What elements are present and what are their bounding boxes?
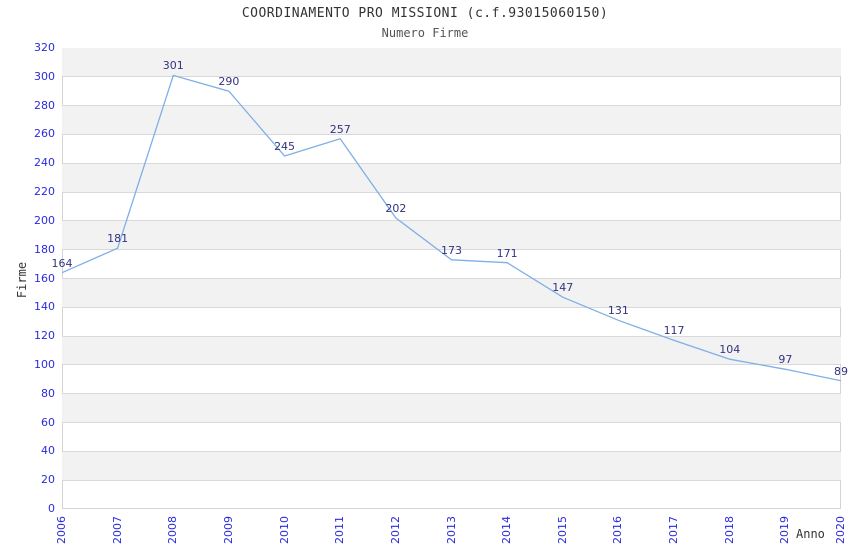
gridline [62,162,841,164]
gridline [62,306,841,308]
x-tick-text: 2007 [110,516,124,544]
gridline [62,105,841,107]
x-tick-label: 2019 [768,513,802,547]
x-tick-label: 2007 [101,513,135,547]
x-tick-label: 2020 [824,513,850,547]
x-tick-text: 2019 [778,516,792,544]
y-tick-label: 0 [48,502,55,515]
y-tick-label: 80 [41,386,55,400]
x-tick-text: 2011 [333,516,347,544]
chart-subtitle: Numero Firme [381,26,469,40]
x-tick-text: 2015 [555,516,569,544]
y-tick-label: 160 [34,271,55,285]
data-label: 181 [107,232,129,246]
gridline [62,249,841,251]
x-tick-label: 2014 [490,513,524,547]
gridline [62,393,841,395]
x-tick-text: 2014 [500,516,514,544]
series-path [62,74,841,382]
plot-band [62,105,841,135]
x-tick-text: 2012 [388,516,402,544]
y-tick-label: 20 [41,473,55,487]
x-tick-label: 2017 [657,513,691,547]
data-label: 202 [385,201,407,215]
data-label: 290 [218,75,240,89]
x-tick-text: 2006 [55,516,68,544]
gridline [62,191,841,193]
x-tick-label: 2013 [435,513,469,547]
line-series [62,74,841,382]
data-label: 173 [441,243,462,257]
data-label: 147 [552,281,574,295]
y-tick-label: 320 [34,41,55,54]
data-label: 257 [329,122,351,136]
x-tick-text: 2008 [166,516,180,544]
gridline [62,422,841,424]
gridline [62,220,841,222]
plot-band [62,278,841,308]
y-tick-label: 40 [41,444,55,458]
gridline [62,364,841,366]
x-tick-text: 2018 [722,516,736,544]
y-tick-label: 260 [34,127,55,141]
y-tick-label: 120 [34,329,55,343]
y-tick-label: 100 [34,357,55,371]
gridline [62,76,841,78]
x-tick-label: 2016 [601,513,635,547]
x-tick-label: 2011 [323,513,357,547]
y-tick-label: 240 [34,156,55,170]
y-tick-label: 60 [41,415,55,429]
x-tick-text: 2016 [611,516,625,544]
x-axis-title: Anno [796,527,825,541]
x-tick-text: 2020 [834,516,847,544]
plot-band [62,393,841,423]
x-tick-label: 2015 [546,513,580,547]
x-tick-text: 2010 [277,516,291,544]
plot-band [62,163,841,193]
gridline [62,479,841,481]
gridline [62,133,841,135]
data-label: 97 [778,353,793,367]
x-tick-label: 2012 [379,513,413,547]
x-tick-text: 2009 [221,516,235,544]
chart-title: COORDINAMENTO PRO MISSIONI (c.f.93015060… [241,6,609,21]
data-label: 89 [834,364,848,378]
y-tick-label: 200 [34,213,55,227]
plot-band [62,336,841,365]
plot-area: 164 181 301 290 245 257 202 173 171 147 131 117 104 9… [52,48,848,509]
gridline [62,278,841,279]
x-tick-text: 2013 [444,516,458,544]
y-tick-label: 140 [34,300,55,314]
plot-band [62,220,841,250]
y-tick-label: 220 [34,185,55,199]
data-label: 171 [496,246,518,260]
data-label: 131 [607,304,629,318]
x-tick-label: 2009 [212,513,246,547]
y-tick-label: 280 [34,98,55,112]
x-tick-label: 2006 [45,513,79,547]
plot-band [62,48,841,77]
gridline [62,335,841,337]
data-label: 104 [719,343,741,357]
data-label: 117 [663,324,685,338]
data-label: 164 [51,256,73,270]
x-tick-label: 2008 [156,513,190,547]
x-tick-label: 2018 [713,513,747,547]
y-tick-label: 180 [34,242,55,256]
plot-band [62,451,841,481]
y-tick-label: 300 [34,69,55,83]
x-tick-text: 2017 [667,516,681,544]
data-label: 301 [162,59,184,73]
x-tick-label: 2010 [268,513,302,547]
data-label: 245 [274,140,296,154]
gridline [62,450,841,452]
